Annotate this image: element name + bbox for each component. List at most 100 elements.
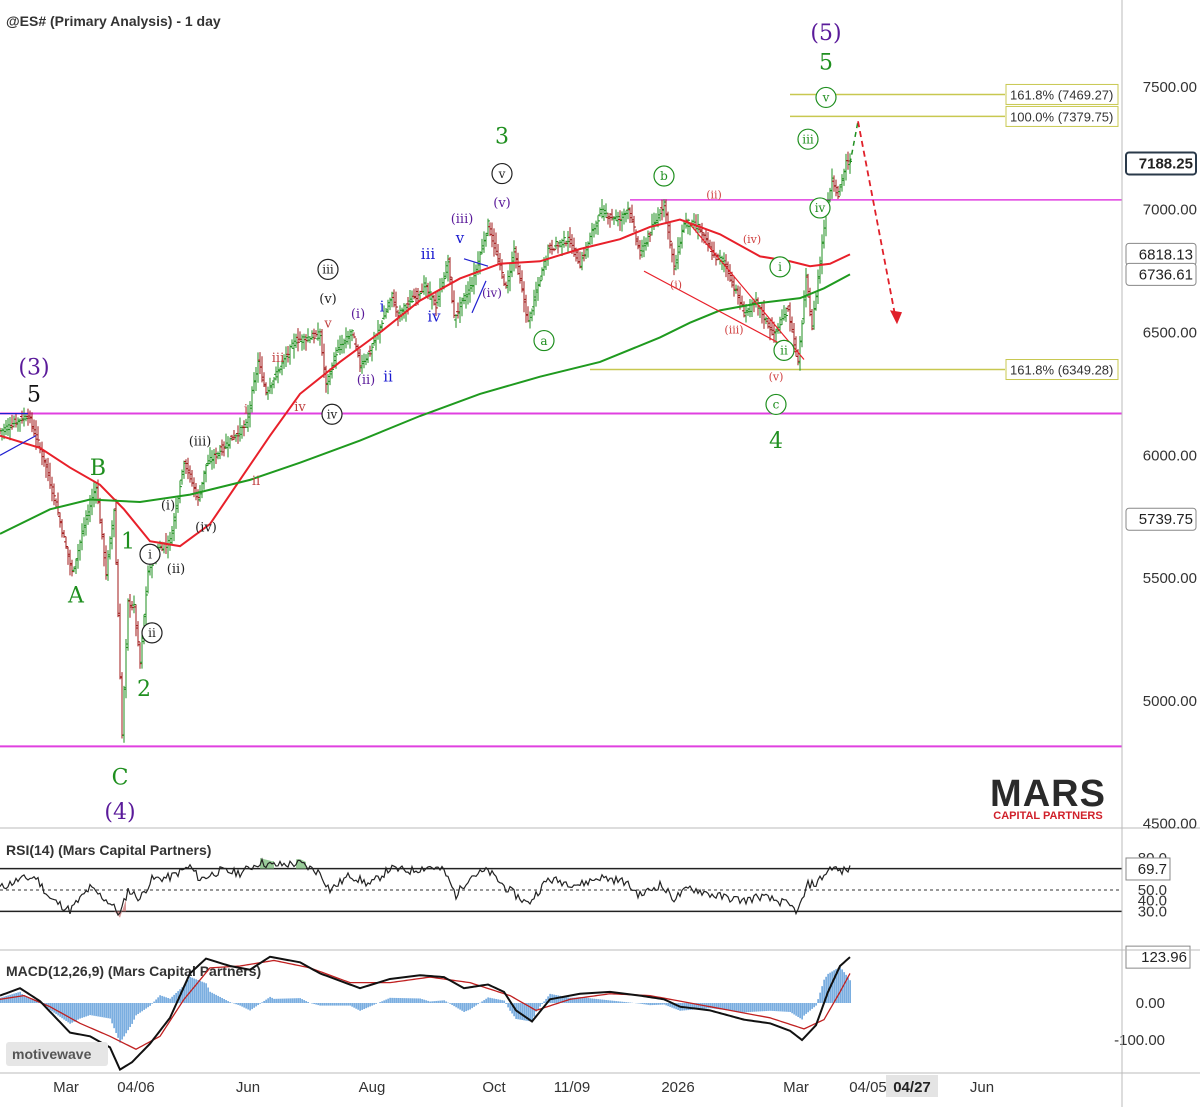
macd-histogram-bar bbox=[209, 991, 211, 1003]
macd-histogram-bar bbox=[805, 1003, 807, 1014]
macd-histogram-bar bbox=[151, 1003, 153, 1004]
wave-label-circle bbox=[769, 256, 791, 278]
ohlc-bar bbox=[668, 222, 672, 249]
macd-histogram-bar bbox=[305, 1001, 307, 1003]
macd-histogram-bar bbox=[23, 996, 25, 1003]
macd-histogram-bar bbox=[65, 1003, 67, 1021]
macd-histogram-bar bbox=[25, 996, 27, 1003]
macd-histogram-bar bbox=[527, 1003, 529, 1022]
macd-histogram-bar bbox=[109, 1003, 111, 1019]
macd-histogram-bar bbox=[641, 1003, 643, 1004]
trend-line bbox=[471, 280, 487, 314]
macd-histogram-bar bbox=[583, 997, 585, 1003]
macd-histogram-bar bbox=[363, 1003, 365, 1010]
macd-histogram-bar bbox=[499, 999, 501, 1003]
price-tick-label: 7000.00 bbox=[1143, 202, 1197, 219]
wave-label: (v) bbox=[319, 292, 337, 307]
macd-histogram-bar bbox=[457, 1003, 459, 1009]
macd-histogram-bar bbox=[313, 1003, 315, 1005]
time-label: 04/05 bbox=[849, 1079, 887, 1096]
macd-histogram-bar bbox=[253, 1003, 255, 1008]
macd-histogram-bar bbox=[667, 1003, 669, 1007]
macd-histogram-bar bbox=[207, 987, 209, 1003]
macd-histogram-bar bbox=[797, 1003, 799, 1017]
macd-histogram-bar bbox=[405, 998, 407, 1003]
macd-histogram-bar bbox=[737, 1003, 739, 1012]
macd-histogram-bar bbox=[611, 1000, 613, 1003]
wave-label: (iv) bbox=[482, 286, 502, 300]
macd-histogram-bar bbox=[329, 1003, 331, 1006]
macd-histogram-bar bbox=[97, 1003, 99, 1017]
macd-histogram-bar bbox=[531, 1003, 533, 1022]
macd-histogram-bar bbox=[603, 999, 605, 1003]
wave-label: (iii) bbox=[189, 434, 212, 449]
macd-histogram-bar bbox=[77, 1003, 79, 1020]
macd-histogram-bar bbox=[247, 1003, 249, 1010]
macd-histogram-bar bbox=[145, 1003, 147, 1009]
macd-histogram-bar bbox=[303, 1000, 305, 1003]
macd-histogram-bar bbox=[1, 997, 3, 1003]
macd-line bbox=[0, 955, 851, 1072]
ohlc-bar bbox=[434, 291, 438, 316]
macd-histogram-bar bbox=[107, 1003, 109, 1019]
macd-histogram-bar bbox=[159, 995, 161, 1003]
macd-histogram-bar bbox=[185, 982, 187, 1003]
macd-histogram-bar bbox=[455, 1003, 457, 1008]
macd-histogram-bar bbox=[229, 1002, 231, 1003]
macd-histogram-bar bbox=[483, 1000, 485, 1003]
macd-histogram-bar bbox=[325, 1003, 327, 1006]
macd-histogram-bar bbox=[3, 996, 5, 1003]
macd-histogram-bar bbox=[387, 998, 389, 1003]
wave-label-circle bbox=[653, 165, 675, 187]
macd-histogram-bar bbox=[593, 998, 595, 1003]
macd-histogram-bar bbox=[383, 1000, 385, 1003]
wave-label-circle bbox=[797, 128, 819, 150]
projection-down bbox=[857, 121, 897, 321]
macd-histogram-bar bbox=[129, 1003, 131, 1028]
macd-histogram-bar bbox=[613, 1000, 615, 1003]
macd-histogram-bar bbox=[189, 976, 191, 1003]
macd-histogram-bar bbox=[701, 1003, 703, 1009]
time-label: Mar bbox=[783, 1079, 809, 1096]
macd-histogram-bar bbox=[169, 998, 171, 1003]
macd-histogram-bar bbox=[359, 1003, 361, 1011]
macd-histogram-bar bbox=[491, 998, 493, 1003]
macd-histogram-bar bbox=[481, 1001, 483, 1003]
macd-histogram-bar bbox=[605, 999, 607, 1003]
macd-histogram-bar bbox=[137, 1003, 139, 1015]
macd-histogram-bar bbox=[187, 979, 189, 1003]
macd-histogram-bar bbox=[495, 998, 497, 1003]
ohlc-bar bbox=[352, 332, 356, 339]
macd-histogram-bar bbox=[347, 1003, 349, 1006]
macd-histogram-bar bbox=[419, 998, 421, 1003]
macd-histogram-bar bbox=[317, 1003, 319, 1006]
macd-histogram-bar bbox=[403, 998, 405, 1003]
macd-histogram-bar bbox=[285, 998, 287, 1003]
macd-histogram-bar bbox=[615, 1001, 617, 1003]
macd-histogram-bar bbox=[759, 1003, 761, 1012]
wave-label: (i) bbox=[351, 307, 365, 322]
macd-histogram-bar bbox=[315, 1003, 317, 1005]
macd-histogram-bar bbox=[449, 1003, 451, 1004]
macd-histogram-bar bbox=[125, 1003, 127, 1034]
wave-label-circle bbox=[533, 329, 555, 352]
wave-label: v bbox=[822, 91, 830, 105]
macd-signal-line bbox=[0, 959, 851, 1050]
macd-histogram-bar bbox=[693, 1003, 695, 1010]
time-label: 2026 bbox=[661, 1079, 694, 1096]
macd-histogram-bar bbox=[841, 969, 843, 1003]
macd-histogram-bar bbox=[341, 1003, 343, 1006]
macd-histogram-bar bbox=[175, 992, 177, 1003]
time-label: Jun bbox=[236, 1079, 260, 1096]
trend-line bbox=[685, 219, 805, 360]
macd-histogram-bar bbox=[295, 998, 297, 1003]
macd-value-badge bbox=[1125, 945, 1191, 969]
macd-histogram-bar bbox=[547, 996, 549, 1003]
wave-label: (iii) bbox=[724, 324, 743, 337]
macd-histogram-bar bbox=[281, 998, 283, 1003]
macd-histogram-bar bbox=[351, 1003, 353, 1007]
time-label: Jun bbox=[970, 1079, 994, 1096]
macd-histogram-bar bbox=[69, 1003, 71, 1024]
macd-histogram-bar bbox=[581, 997, 583, 1003]
price-badge bbox=[1125, 262, 1197, 286]
